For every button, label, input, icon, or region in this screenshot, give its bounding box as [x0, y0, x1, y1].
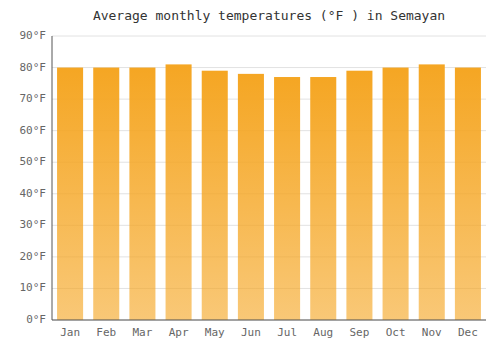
bar — [129, 68, 155, 320]
grid-line — [52, 320, 486, 321]
bar — [166, 64, 192, 320]
bar — [346, 71, 372, 320]
y-tick-label: 90°F — [20, 29, 47, 42]
x-axis: Jan Feb Mar Apr May Jun Jul Aug Sep Oct Nov Dec — [60, 326, 478, 339]
bar — [419, 64, 445, 320]
bars — [57, 64, 481, 320]
bar — [274, 77, 300, 320]
y-axis-line — [52, 36, 53, 320]
chart-svg: 0°F 10°F 20°F 30°F 40°F 50°F 60°F 70°F 80°F 90°F J… — [0, 0, 500, 350]
x-tick-label: Aug — [313, 326, 333, 339]
y-tick-label: 40°F — [20, 187, 47, 200]
chart-title: Average monthly temperatures (°F ) in Se… — [93, 8, 445, 23]
x-tick-label: Dec — [458, 326, 478, 339]
x-tick-label: Jul — [277, 326, 297, 339]
x-tick-label: Feb — [96, 326, 116, 339]
x-tick-label: Nov — [422, 326, 442, 339]
chart-container: 0°F 10°F 20°F 30°F 40°F 50°F 60°F 70°F 80°F 90°F J… — [0, 0, 500, 350]
bar — [57, 68, 83, 320]
x-tick-label: Sep — [349, 326, 369, 339]
y-tick-label: 50°F — [20, 155, 47, 168]
grid-line — [52, 36, 486, 37]
bar — [93, 68, 119, 320]
bar — [310, 77, 336, 320]
bar — [238, 74, 264, 320]
x-tick-label: Oct — [386, 326, 406, 339]
y-tick-label: 30°F — [20, 218, 47, 231]
x-axis-line — [52, 320, 486, 321]
x-tick-label: Jun — [241, 326, 261, 339]
y-tick-label: 60°F — [20, 124, 47, 137]
bar — [383, 68, 409, 320]
x-tick-label: May — [205, 326, 225, 339]
y-tick-label: 80°F — [20, 61, 47, 74]
y-tick-label: 20°F — [20, 250, 47, 263]
bar — [202, 71, 228, 320]
x-tick-label: Mar — [132, 326, 152, 339]
y-tick-label: 10°F — [20, 281, 47, 294]
y-tick-label: 70°F — [20, 92, 47, 105]
y-tick-label: 0°F — [26, 313, 46, 326]
bar — [455, 68, 481, 320]
grid — [52, 36, 486, 320]
y-axis: 0°F 10°F 20°F 30°F 40°F 50°F 60°F 70°F 80°F 90°F — [20, 29, 47, 326]
x-tick-label: Apr — [169, 326, 189, 339]
x-tick-label: Jan — [60, 326, 80, 339]
